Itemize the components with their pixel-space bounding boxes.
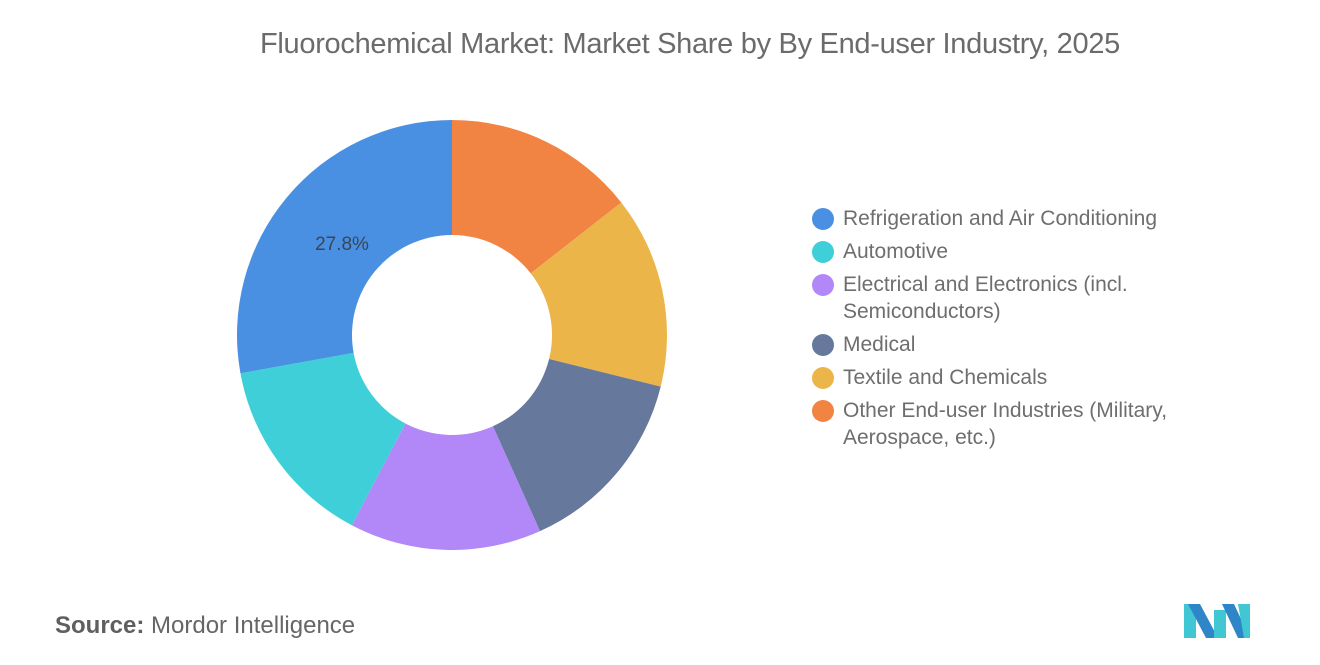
donut-slice[interactable] — [240, 352, 406, 526]
legend-label: Textile and Chemicals — [843, 366, 1048, 389]
donut-slice[interactable] — [530, 202, 668, 387]
slice-value-label: 27.8% — [315, 234, 369, 255]
legend-swatch-icon — [812, 241, 834, 263]
legend-swatch-icon — [812, 334, 834, 356]
chart-legend: Refrigeration and Air Conditioning Autom… — [812, 205, 1212, 457]
source-key: Source: — [55, 612, 145, 639]
legend-swatch-icon — [812, 400, 834, 422]
donut-slice[interactable] — [236, 120, 452, 374]
legend-item-refrigeration[interactable]: Refrigeration and Air Conditioning — [812, 205, 1212, 232]
legend-swatch-icon — [812, 274, 834, 296]
legend-swatch-icon — [812, 208, 834, 230]
source-value: Mordor Intelligence — [151, 612, 356, 639]
donut-slice[interactable] — [452, 120, 622, 274]
source-note: Source: Mordor Intelligence — [55, 612, 355, 640]
legend-item-medical[interactable]: Medical — [812, 331, 1212, 358]
donut-slice[interactable] — [492, 359, 661, 532]
legend-item-other[interactable]: Other End-user Industries (Military, Aer… — [812, 397, 1212, 451]
donut-slices — [236, 120, 668, 550]
legend-label: Other End-user Industries (Military, Aer… — [843, 399, 1168, 449]
legend-item-textile[interactable]: Textile and Chemicals — [812, 364, 1212, 391]
legend-label: Refrigeration and Air Conditioning — [843, 207, 1158, 230]
legend-label: Medical — [843, 333, 916, 356]
legend-label: Automotive — [843, 240, 949, 263]
mordor-intelligence-logo-icon — [1184, 604, 1250, 638]
chart-title: Fluorochemical Market: Market Share by B… — [259, 28, 1120, 60]
donut-slice[interactable] — [351, 423, 541, 550]
legend-item-electrical[interactable]: Electrical and Electronics (incl. Semico… — [812, 271, 1212, 325]
legend-label: Electrical and Electronics (incl. Semico… — [843, 273, 1128, 323]
legend-swatch-icon — [812, 367, 834, 389]
legend-item-automotive[interactable]: Automotive — [812, 238, 1212, 265]
